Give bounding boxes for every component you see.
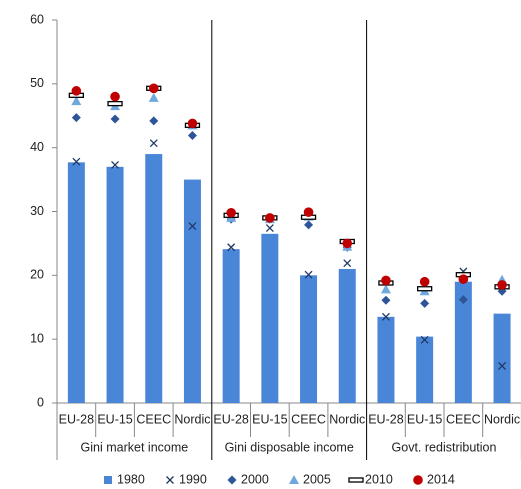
marker xyxy=(416,286,433,292)
legend-label: 1980 xyxy=(117,472,145,486)
y-tick-label: 60 xyxy=(30,12,44,26)
marker xyxy=(187,118,198,129)
legend-symbol xyxy=(104,476,112,484)
marker xyxy=(419,276,430,287)
marker xyxy=(458,274,469,284)
legend-symbol xyxy=(227,475,237,485)
marker xyxy=(420,298,430,308)
x-tick-label: Nordic xyxy=(329,412,365,426)
y-tick-label: 50 xyxy=(30,76,44,90)
y-tick-label: 40 xyxy=(30,140,44,154)
marker xyxy=(107,100,123,107)
marker xyxy=(111,160,120,169)
marker xyxy=(149,139,158,148)
marker xyxy=(110,91,120,102)
group-label: Gini disposable income xyxy=(225,440,354,454)
marker xyxy=(304,220,314,230)
legend-label: 2000 xyxy=(241,472,269,486)
marker xyxy=(227,243,236,252)
x-tick-label: EU-28 xyxy=(368,412,403,426)
legend-symbol xyxy=(348,477,364,483)
marker xyxy=(381,275,391,286)
marker xyxy=(71,86,82,96)
x-tick-label: Nordic xyxy=(484,412,520,426)
marker xyxy=(148,83,159,94)
marker xyxy=(420,335,429,344)
bar xyxy=(377,316,395,403)
marker xyxy=(381,312,390,321)
marker xyxy=(110,114,120,124)
marker xyxy=(187,131,197,141)
marker xyxy=(497,280,507,290)
bar xyxy=(493,313,511,403)
bar xyxy=(183,179,201,403)
marker xyxy=(303,207,314,217)
bar xyxy=(338,268,356,403)
legend-symbol xyxy=(166,476,174,484)
legend-label: 2014 xyxy=(427,472,455,486)
x-tick-label: EU-15 xyxy=(97,412,132,426)
bar xyxy=(454,281,472,403)
bar xyxy=(106,166,124,403)
marker xyxy=(188,222,197,231)
marker xyxy=(149,116,159,126)
group-label: Gini market income xyxy=(81,440,189,454)
marker xyxy=(343,259,352,268)
bar xyxy=(145,154,163,403)
x-tick-label: CEEC xyxy=(446,412,481,426)
marker xyxy=(342,238,353,249)
y-tick-label: 0 xyxy=(37,395,44,409)
marker xyxy=(380,284,391,294)
marker xyxy=(265,213,275,223)
group-label: Govt. redistribution xyxy=(392,440,497,454)
bar xyxy=(416,336,434,403)
marker xyxy=(381,295,391,305)
legend-symbol xyxy=(413,475,423,485)
x-tick-label: CEEC xyxy=(136,412,171,426)
x-tick-label: EU-28 xyxy=(213,412,248,426)
marker xyxy=(71,113,81,123)
marker xyxy=(498,362,507,370)
x-tick-label: EU-15 xyxy=(407,412,442,426)
legend-label: 1990 xyxy=(179,472,207,486)
legend-label: 2005 xyxy=(303,472,331,486)
marker xyxy=(148,92,159,102)
x-tick-label: EU-28 xyxy=(59,412,94,426)
marker xyxy=(226,207,236,218)
legend-label: 2010 xyxy=(365,472,393,486)
y-tick-label: 10 xyxy=(30,331,44,345)
x-tick-label: CEEC xyxy=(291,412,326,426)
marker xyxy=(458,295,468,305)
x-tick-label: EU-15 xyxy=(252,412,287,426)
marker xyxy=(304,270,313,279)
marker xyxy=(265,224,274,233)
y-tick-label: 20 xyxy=(30,268,44,282)
bar xyxy=(300,275,318,403)
bar xyxy=(261,233,279,403)
legend-symbol xyxy=(289,475,299,484)
y-tick-label: 30 xyxy=(30,204,44,218)
bar xyxy=(222,249,240,403)
x-tick-label: Nordic xyxy=(174,412,210,426)
marker xyxy=(72,157,81,166)
bar xyxy=(67,162,85,403)
marker xyxy=(71,96,82,106)
